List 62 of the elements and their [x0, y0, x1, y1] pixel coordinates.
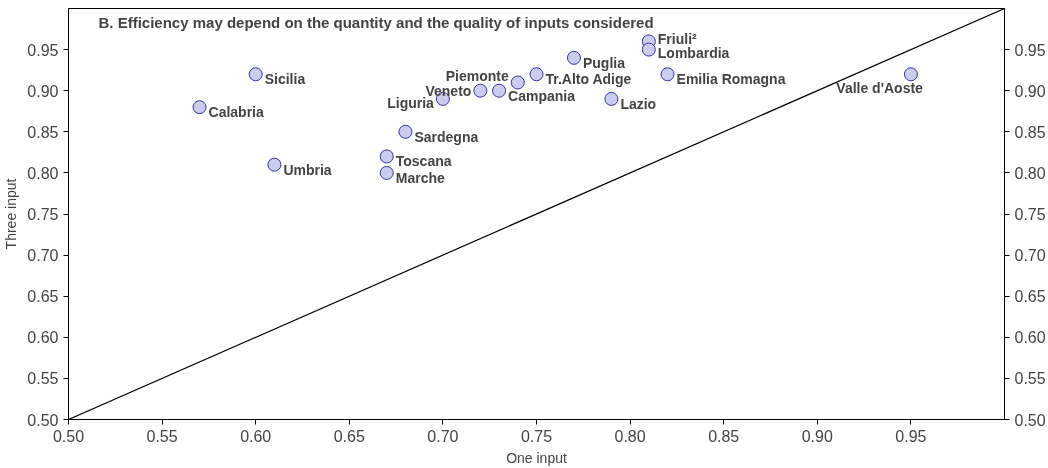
y2-tick-label: 0.60 [1014, 329, 1046, 347]
x-axis-title: One input [506, 449, 567, 466]
x-tick-label: 0.65 [333, 427, 365, 445]
annotation: Tr.Alto Adige [545, 71, 632, 88]
y2-tick-label: 0.80 [1014, 164, 1046, 182]
y-tick-label: 0.60 [27, 329, 59, 347]
point [660, 67, 675, 82]
y-tick-label: 0.80 [27, 164, 59, 182]
annotation: Emilia Romagna [676, 71, 786, 88]
annotation: Lazio [620, 95, 657, 112]
point [379, 165, 394, 180]
y-tick-label: 0.70 [27, 247, 59, 265]
point [492, 83, 507, 98]
x-tick-label: 0.60 [240, 427, 272, 445]
annotation: Puglia [582, 54, 626, 71]
point [473, 83, 488, 98]
point [510, 75, 525, 90]
y2-tick-label: 0.50 [1014, 411, 1046, 429]
y2-tick-label: 0.95 [1014, 41, 1046, 59]
point [641, 42, 656, 57]
x-tick-label: 0.55 [146, 427, 178, 445]
annotation: Calabria [208, 104, 264, 121]
annotation: Sicilia [264, 71, 306, 88]
x-tick-label: 0.85 [708, 427, 740, 445]
annotation: Umbria [283, 161, 332, 178]
point [267, 157, 282, 172]
x-tick-label: 0.70 [427, 427, 459, 445]
annotation: Marche [395, 169, 445, 186]
point [248, 67, 263, 82]
y2-tick-label: 0.75 [1014, 206, 1046, 223]
x-tick-label: 0.50 [52, 427, 85, 445]
y2-tick-label: 0.85 [1014, 123, 1046, 141]
annotation: Veneto [425, 82, 472, 99]
point [192, 100, 207, 115]
x-tick-label: 0.95 [895, 427, 927, 445]
x-tick-label: 0.80 [614, 427, 646, 445]
x-tick-label: 0.90 [801, 427, 833, 445]
point [398, 124, 413, 139]
y2-tick-label: 0.90 [1014, 82, 1046, 100]
annotation: Campania [508, 87, 576, 104]
y2-tick-label: 0.55 [1014, 370, 1046, 388]
point [903, 67, 918, 82]
annotation: Piemonte [445, 68, 509, 85]
point [604, 91, 619, 106]
y-tick-label: 0.65 [27, 288, 59, 306]
y-tick-label: 0.50 [27, 411, 59, 429]
annotation: Valle d'Aoste [836, 80, 924, 97]
y-tick-label: 0.90 [27, 82, 59, 100]
y-tick-label: 0.95 [27, 41, 59, 59]
y2-tick-label: 0.70 [1014, 247, 1046, 265]
point [529, 67, 544, 82]
annotation: Toscana [395, 153, 452, 170]
y-axis-title: Three input [3, 178, 20, 250]
y-tick-label: 0.85 [27, 123, 59, 141]
y2-tick-label: 0.65 [1014, 288, 1046, 306]
point [379, 149, 394, 164]
x-tick-label: 0.75 [520, 427, 553, 445]
chart-title: B. Efficiency may depend on the quantity and the quality of inputs considered [98, 14, 654, 31]
y-tick-label: 0.75 [27, 206, 59, 223]
point [566, 50, 581, 65]
annotation: Sardegna [414, 128, 479, 145]
y-tick-label: 0.55 [27, 370, 59, 388]
